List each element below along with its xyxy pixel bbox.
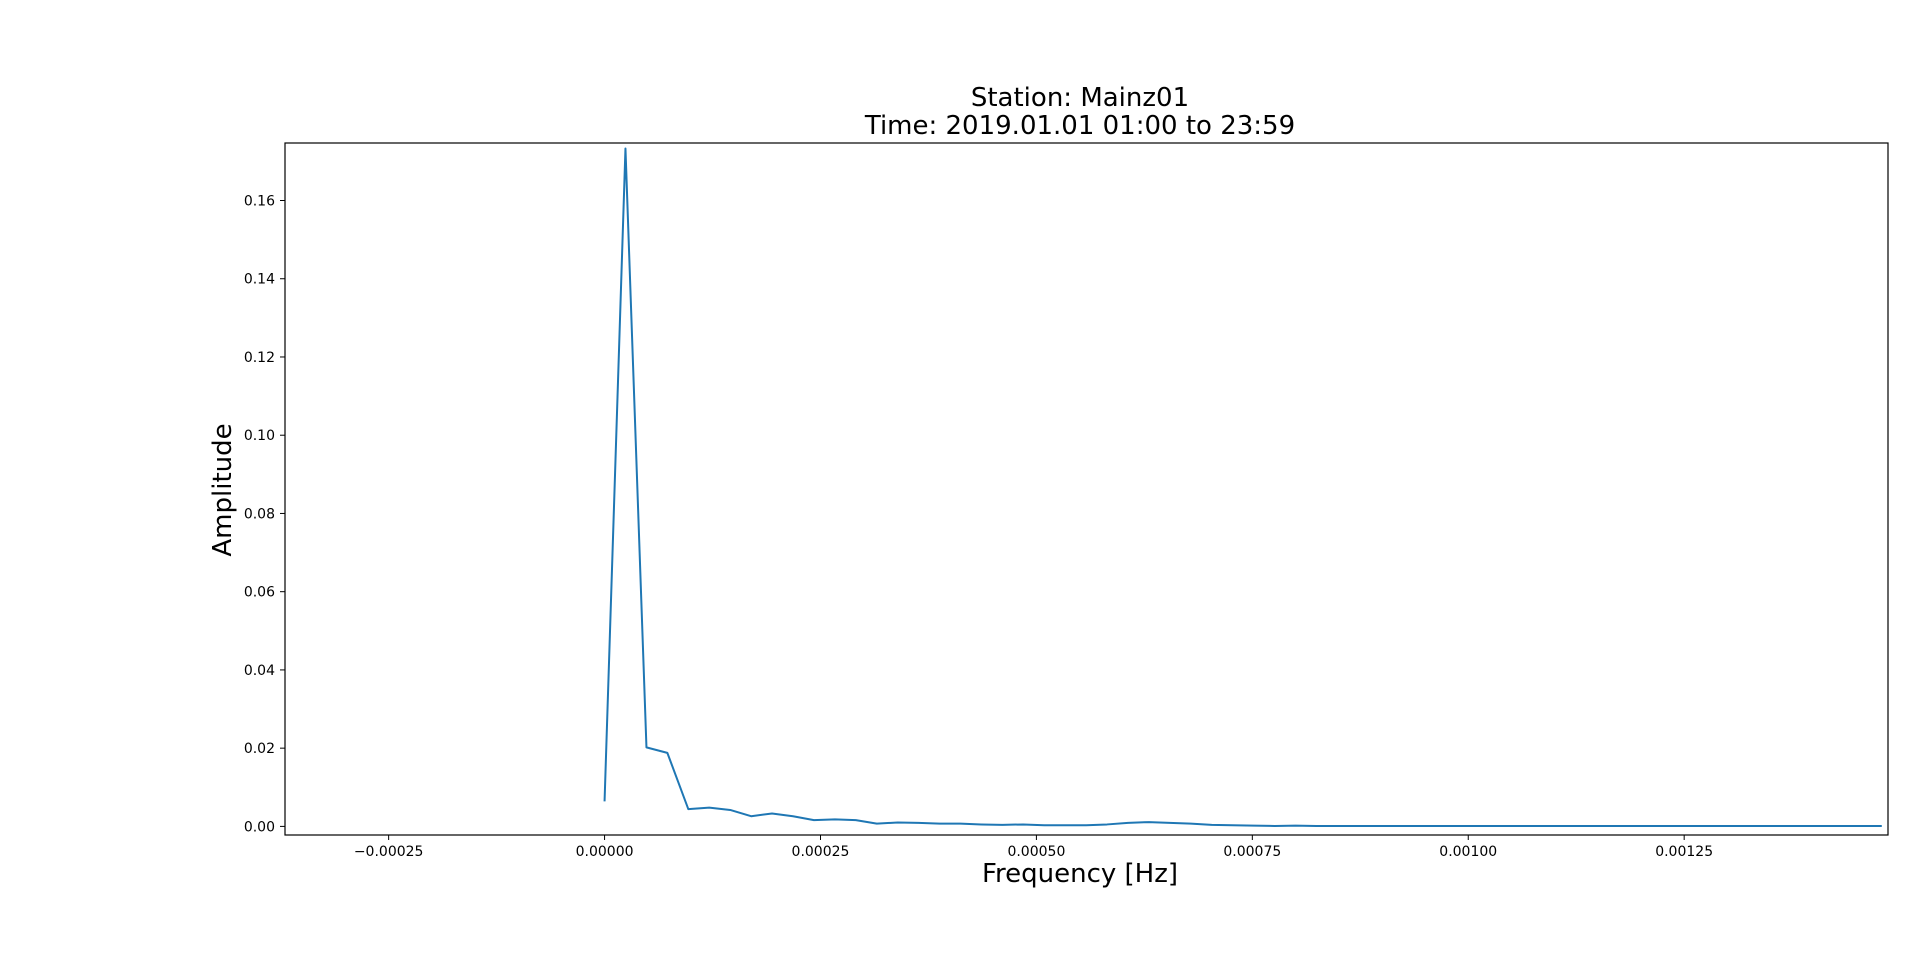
chart-subtitle: Time: 2019.01.01 01:00 to 23:59 bbox=[864, 111, 1295, 141]
plot-frame bbox=[284, 142, 1889, 836]
chart-title: Station: Mainz01 bbox=[971, 83, 1189, 113]
x-axis-label: Frequency [Hz] bbox=[982, 859, 1178, 889]
y-tick-label: 0.02 bbox=[244, 741, 275, 757]
x-axis: −0.00025 0.00000 0.00025 0.00050 0.00075 0.00… bbox=[354, 835, 1713, 860]
y-tick-label: 0.14 bbox=[244, 272, 275, 288]
y-tick-label: 0.10 bbox=[244, 428, 275, 444]
x-tick-label: 0.00025 bbox=[792, 844, 850, 860]
x-tick-label: −0.00025 bbox=[354, 844, 424, 860]
x-tick-label: 0.00000 bbox=[576, 844, 634, 860]
series-line-0 bbox=[603, 147, 1882, 827]
y-tick-label: 0.04 bbox=[244, 663, 275, 679]
y-tick-label: 0.06 bbox=[244, 585, 275, 601]
x-tick-label: 0.00100 bbox=[1439, 844, 1497, 860]
y-tick-label: 0.16 bbox=[244, 194, 275, 210]
x-tick-label: 0.00050 bbox=[1007, 844, 1065, 860]
y-tick-label: 0.08 bbox=[244, 506, 275, 522]
x-tick-label: 0.00125 bbox=[1655, 844, 1713, 860]
y-axis-label: Amplitude bbox=[208, 423, 238, 556]
y-tick-label: 0.12 bbox=[244, 350, 275, 366]
y-axis: 0.00 0.02 0.04 0.06 0.08 0.10 0.12 0.14 0.16 bbox=[244, 194, 285, 835]
y-tick-label: 0.00 bbox=[244, 819, 275, 835]
plot-area bbox=[284, 142, 1889, 836]
x-tick-label: 0.00075 bbox=[1223, 844, 1281, 860]
